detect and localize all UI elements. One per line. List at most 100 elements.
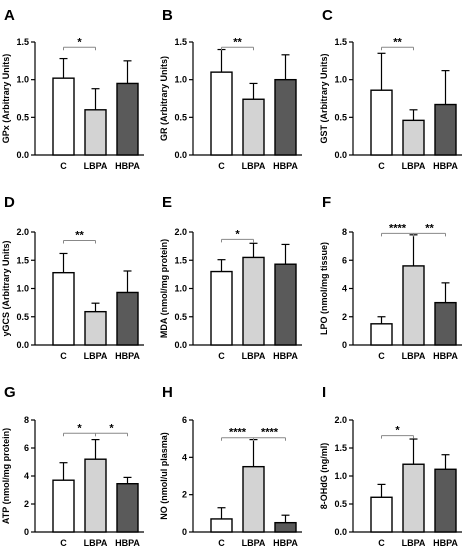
y-tick-label: 4 [24, 471, 29, 481]
bar-hbpa [274, 263, 297, 346]
panel-g: G 0 2 4 6 8 ATP (nmol/mg protein) C LBPA HBPA * * [1, 384, 144, 548]
y-tick-label: 2 [342, 312, 347, 322]
x-tick-label: LBPA [242, 351, 266, 361]
bar-c [210, 518, 233, 533]
y-tick-label: 1.5 [16, 255, 29, 265]
bar-hbpa [116, 483, 139, 533]
y-tick-label: 0.0 [174, 340, 187, 350]
y-tick-label: 4 [182, 452, 187, 462]
y-tick-label: 1.0 [174, 284, 187, 294]
bar-hbpa [274, 78, 297, 156]
significance-label: **** [389, 222, 407, 234]
x-tick-label: HBPA [273, 538, 298, 548]
bar-lbpa [84, 458, 107, 533]
y-axis-label: yGCS (Arbitrary Units) [1, 240, 11, 336]
x-tick-label: HBPA [115, 351, 140, 361]
bar-c [370, 496, 393, 533]
y-tick-label: 1.5 [334, 443, 347, 453]
x-tick-label: HBPA [433, 161, 458, 171]
significance-label: **** [261, 427, 279, 439]
y-tick-label: 0.0 [334, 150, 347, 160]
y-axis-label: GPx (Arbitrary Units) [1, 54, 11, 144]
bar-lbpa [242, 465, 265, 533]
x-tick-label: HBPA [115, 538, 140, 548]
x-tick-label: C [378, 351, 385, 361]
y-tick-label: 0.5 [16, 312, 29, 322]
y-tick-label: 0 [24, 527, 29, 537]
y-tick-label: 0.0 [16, 340, 29, 350]
y-tick-label: 1.0 [334, 471, 347, 481]
bar-lbpa [84, 109, 107, 156]
x-tick-label: HBPA [433, 351, 458, 361]
y-tick-label: 2.0 [334, 415, 347, 425]
panel-letter: G [4, 384, 16, 401]
x-tick-label: LBPA [402, 351, 426, 361]
panel-letter: C [322, 7, 333, 24]
panel-h: H 0 2 4 6 NO (nmol/ul plasma) C LBPA HBPA **** ***… [159, 384, 302, 548]
y-tick-label: 1.5 [174, 37, 187, 47]
bar-lbpa [242, 98, 265, 156]
y-axis-label: ATP (nmol/mg protein) [1, 428, 11, 524]
bar-hbpa [116, 82, 139, 156]
x-tick-label: LBPA [402, 538, 426, 548]
y-tick-label: 8 [342, 227, 347, 237]
significance-label: ** [233, 36, 242, 48]
y-tick-label: 6 [24, 443, 29, 453]
y-axis-label: LPO (nmol/mg tissue) [319, 242, 329, 335]
panel-letter: F [322, 194, 331, 211]
x-tick-label: HBPA [433, 538, 458, 548]
x-tick-label: LBPA [84, 161, 108, 171]
significance-label: * [235, 228, 240, 240]
bar-c [52, 77, 75, 156]
x-tick-label: LBPA [84, 351, 108, 361]
bar-c [210, 71, 233, 156]
bar-c [52, 271, 75, 346]
significance-label: **** [229, 427, 247, 439]
x-tick-label: LBPA [402, 161, 426, 171]
x-tick-label: C [218, 351, 225, 361]
x-tick-label: LBPA [84, 538, 108, 548]
panel-letter: D [4, 194, 15, 211]
bar-lbpa [402, 265, 425, 346]
bar-lbpa [402, 119, 425, 156]
y-tick-label: 6 [182, 415, 187, 425]
significance-label: * [109, 422, 114, 434]
panel-c: C 0.0 0.5 1.0 1.5 GST (Arbitrary Units) C LBPA H… [319, 7, 462, 171]
significance-label: * [77, 36, 82, 48]
panel-letter: I [322, 384, 326, 401]
y-tick-label: 0 [182, 527, 187, 537]
bar-hbpa [434, 103, 457, 156]
x-tick-label: C [378, 538, 385, 548]
panel-e: E 0.0 0.5 1.0 1.5 2.0 MDA (nmol/mg protein) C LB… [159, 194, 302, 361]
y-tick-label: 0.5 [334, 112, 347, 122]
significance-label: * [77, 422, 82, 434]
y-axis-label: GST (Arbitrary Units) [319, 53, 329, 143]
y-tick-label: 0 [342, 340, 347, 350]
y-tick-label: 0.5 [174, 312, 187, 322]
bar-c [370, 89, 393, 156]
y-axis-label: NO (nmol/ul plasma) [159, 432, 169, 520]
panel-i: I 0.0 0.5 1.0 1.5 2.0 8-OHdG (ng/ml) C LBPA HBPA * [319, 384, 462, 548]
x-tick-label: C [60, 161, 67, 171]
y-tick-label: 1.0 [174, 75, 187, 85]
bar-c [52, 479, 75, 533]
panel-letter: B [162, 7, 173, 24]
bar-lbpa [84, 310, 107, 346]
y-tick-label: 2 [182, 490, 187, 500]
panel-letter: A [4, 7, 15, 24]
x-tick-label: HBPA [273, 161, 298, 171]
y-axis-label: MDA (nmol/mg protein) [159, 239, 169, 338]
x-tick-label: HBPA [115, 161, 140, 171]
bar-c [370, 323, 393, 346]
bar-hbpa [434, 468, 457, 533]
y-tick-label: 0.0 [334, 527, 347, 537]
x-tick-label: C [378, 161, 385, 171]
bar-hbpa [434, 301, 457, 346]
significance-label: ** [75, 229, 84, 241]
panel-b: B 0.0 0.5 1.0 1.5 GR (Arbitrary Units) C LBPA HB… [159, 7, 302, 171]
x-tick-label: LBPA [242, 538, 266, 548]
x-tick-label: C [60, 538, 67, 548]
y-axis-label: 8-OHdG (ng/ml) [319, 443, 329, 510]
